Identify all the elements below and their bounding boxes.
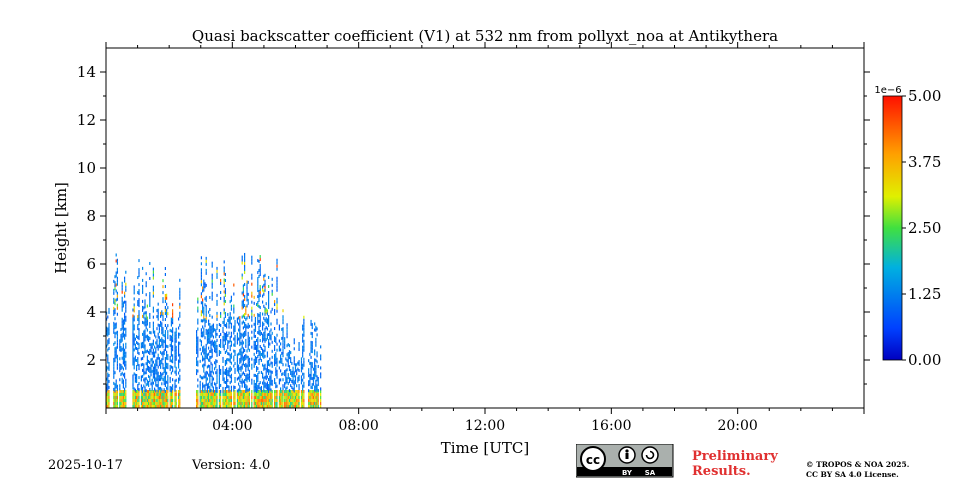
preliminary-line-2: Results. <box>692 464 751 479</box>
x-axis-label: Time [UTC] <box>441 439 530 457</box>
y-axis-label: Height [km] <box>52 182 70 274</box>
footer-date: 2025-10-17 <box>48 458 123 473</box>
license-by: BY <box>622 469 633 477</box>
x-tick-label: 16:00 <box>591 418 631 434</box>
colorbar-tick-label: 0.00 <box>908 351 941 369</box>
share-alike-icon <box>641 446 659 464</box>
x-tick-label: 04:00 <box>212 418 252 434</box>
copyright-line-1: © TROPOS & NOA 2025. <box>806 460 910 469</box>
colorbar-tick-label: 3.75 <box>908 153 941 171</box>
y-tick-label: 6 <box>86 255 96 273</box>
y-tick-label: 14 <box>77 63 96 81</box>
colorbar-ticks: 0.00 1.25 2.50 3.75 5.00 <box>902 87 941 369</box>
footer-version: Version: 4.0 <box>192 458 271 473</box>
y-tick-label: 10 <box>77 159 96 177</box>
colorbar-tick-label: 2.50 <box>908 219 941 237</box>
chart-title: Quasi backscatter coefficient (V1) at 53… <box>192 27 778 45</box>
colorbar-exponent: 1e−6 <box>874 85 901 96</box>
x-tick-label: 08:00 <box>338 418 378 434</box>
x-tick-label: 12:00 <box>465 418 505 434</box>
svg-text:cc: cc <box>586 453 600 467</box>
license-sa: SA <box>645 469 656 477</box>
copyright-notice: © TROPOS & NOA 2025. CC BY SA 4.0 Licens… <box>806 460 909 480</box>
x-axis: 04:00 08:00 12:00 16:00 20:00 <box>105 42 865 434</box>
y-tick-label: 4 <box>86 303 96 321</box>
x-tick-label: 20:00 <box>717 418 757 434</box>
preliminary-line-1: Preliminary <box>692 449 778 464</box>
cc-license-badge: cc BY SA <box>576 444 674 478</box>
y-tick-label: 8 <box>86 207 96 225</box>
y-axis: 2 4 6 8 10 12 14 <box>77 63 870 385</box>
y-tick-label: 12 <box>77 111 96 129</box>
copyright-line-2: CC BY SA 4.0 License. <box>806 470 899 479</box>
y-tick-label: 2 <box>86 351 96 369</box>
colorbar <box>882 95 903 361</box>
cc-icon <box>580 446 606 472</box>
colorbar-tick-label: 5.00 <box>908 87 941 105</box>
backscatter-data <box>106 252 322 408</box>
colorbar-tick-label: 1.25 <box>908 285 941 303</box>
preliminary-notice: Preliminary Results. <box>692 449 778 479</box>
